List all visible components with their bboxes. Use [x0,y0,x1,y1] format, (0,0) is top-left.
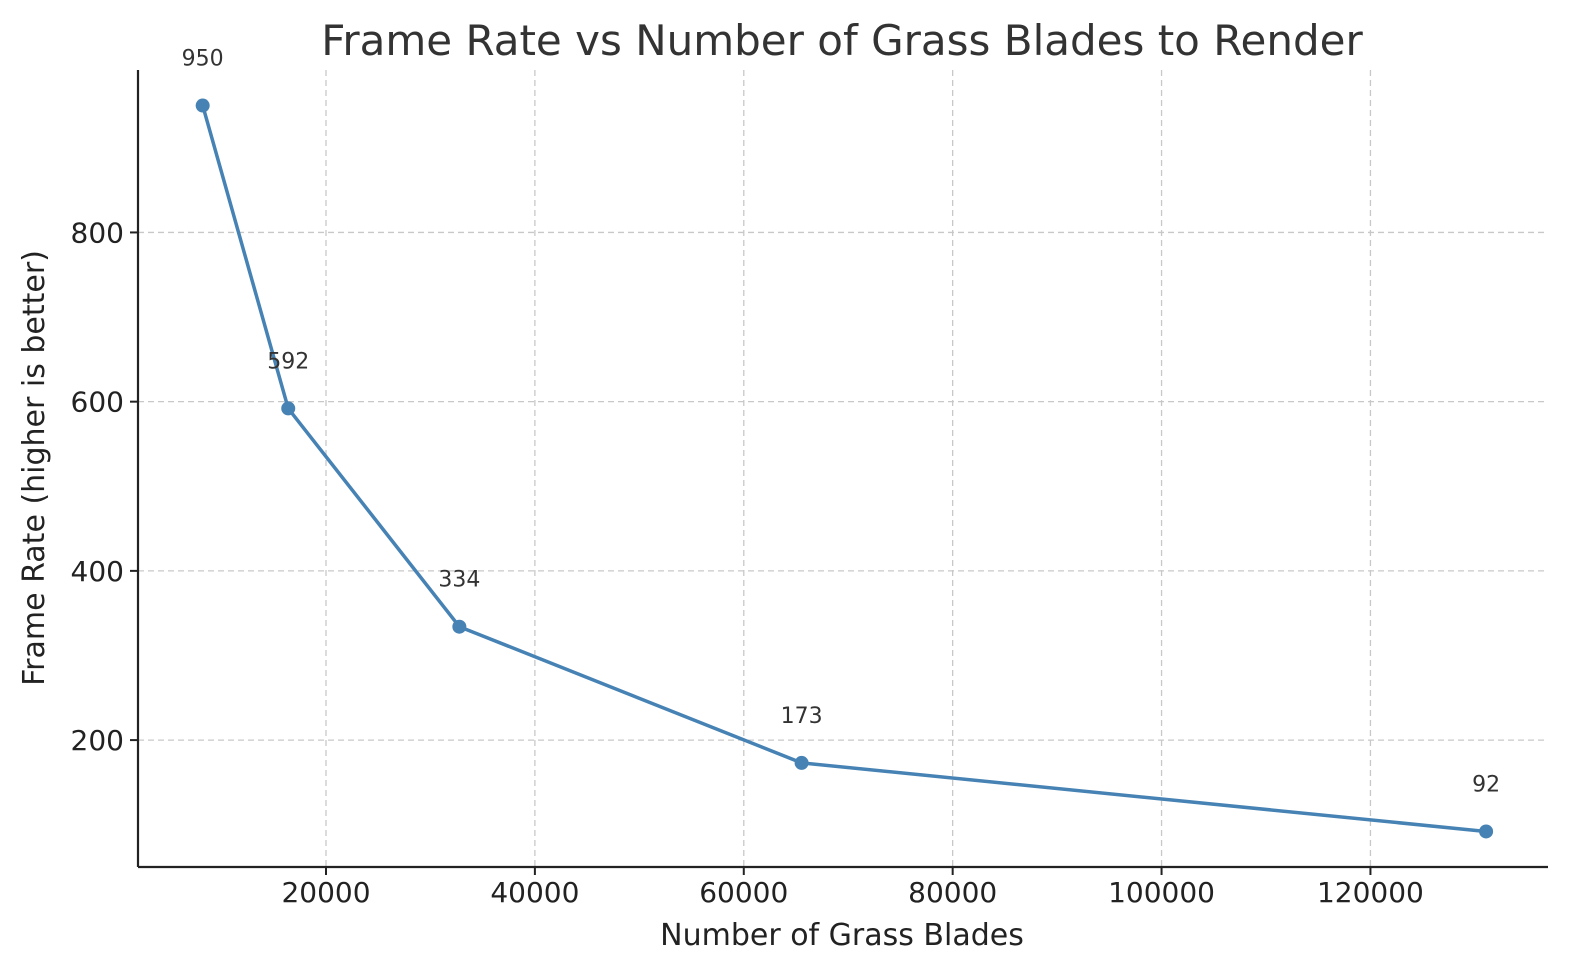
x-tick-label: 60000 [699,876,788,909]
data-label: 592 [267,349,309,374]
data-label: 334 [438,568,480,593]
data-label: 92 [1472,772,1500,797]
x-tick-label: 120000 [1317,876,1424,909]
data-point [452,619,467,634]
y-tick-label: 200 [71,724,124,757]
x-axis-label: Number of Grass Blades [660,918,1024,953]
data-label: 173 [781,704,823,729]
data-point [1479,824,1494,839]
x-tick-label: 100000 [1108,876,1215,909]
data-labels: 950 592 334 173 92 [182,47,1500,798]
y-tick-label: 600 [71,386,124,419]
data-label: 950 [182,47,224,72]
series [195,98,1494,839]
y-axis-label: Frame Rate (higher is better) [17,250,52,686]
y-tick-label: 800 [71,216,124,249]
data-point [281,401,296,416]
grid [138,70,1548,867]
data-point [794,755,809,770]
axis-ticks: 20000 40000 60000 80000 100000 120000 200 400 60… [71,216,1424,909]
chart-title: Frame Rate vs Number of Grass Blades to … [321,16,1363,65]
x-tick-label: 40000 [490,876,579,909]
x-tick-label: 20000 [281,876,370,909]
x-tick-label: 80000 [908,876,997,909]
series-line [201,105,1487,834]
y-tick-label: 400 [71,555,124,588]
data-point [195,98,210,113]
